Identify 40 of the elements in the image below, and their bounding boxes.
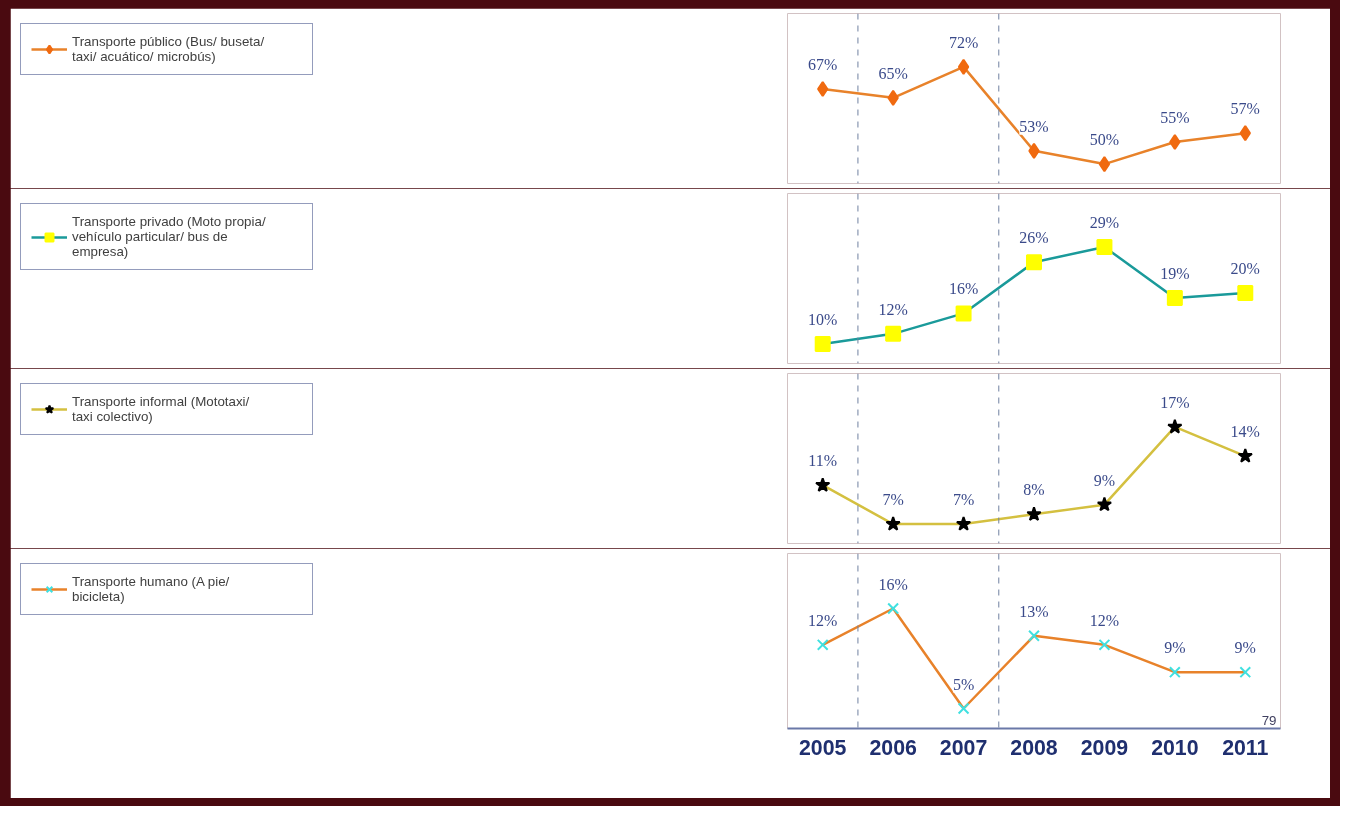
data-label: 11% bbox=[808, 452, 838, 470]
data-label: 17% bbox=[1160, 393, 1190, 411]
legend-label: Transporte público (Bus/ buseta/ taxi/ acuático/ microbús) bbox=[72, 34, 266, 64]
data-label: 12% bbox=[1089, 611, 1120, 629]
data-label: 7% bbox=[882, 491, 904, 509]
data-label: 67% bbox=[808, 56, 838, 74]
data-label: 19% bbox=[1160, 265, 1190, 283]
legend-label: Transporte humano (A pie/ bicicleta) bbox=[72, 574, 231, 604]
data-label: 5% bbox=[952, 675, 975, 693]
data-label: 16% bbox=[878, 575, 908, 593]
data-label: 20% bbox=[1230, 259, 1260, 277]
data-label: 12% bbox=[878, 300, 908, 318]
x-tick-label: 2008 bbox=[1010, 735, 1058, 760]
text: 79 bbox=[1261, 712, 1277, 728]
data-label: 50% bbox=[1089, 131, 1120, 149]
data-label: 53% bbox=[1019, 117, 1049, 135]
data-label: 10% bbox=[808, 311, 838, 329]
data-label: 12% bbox=[808, 611, 838, 629]
x-tick-label: 2006 bbox=[869, 735, 917, 760]
x-tick-label: 2005 bbox=[798, 735, 847, 760]
x-tick-label: 2011 bbox=[1222, 735, 1269, 760]
data-label: 14% bbox=[1230, 423, 1260, 441]
data-label: 7% bbox=[952, 491, 975, 509]
x-tick-label: 2007 bbox=[939, 735, 988, 760]
data-label: 26% bbox=[1019, 229, 1049, 247]
data-label: 8% bbox=[1023, 481, 1045, 499]
legend-label: Transporte informal (Mototaxi/ taxi colectivo) bbox=[72, 394, 251, 424]
x-tick-label: 2009 bbox=[1080, 735, 1129, 760]
data-label: 57% bbox=[1230, 100, 1260, 118]
data-label: 72% bbox=[948, 33, 979, 51]
data-label: 9% bbox=[1234, 639, 1256, 657]
data-label: 9% bbox=[1164, 639, 1186, 657]
x-tick-label: 2010 bbox=[1151, 735, 1199, 760]
data-label: 29% bbox=[1089, 213, 1120, 231]
legend-label: Transporte privado (Moto propia/ vehículo particular/ bus de empresa) bbox=[72, 214, 267, 259]
data-label: 55% bbox=[1160, 108, 1190, 126]
data-label: 9% bbox=[1093, 471, 1116, 489]
data-label: 13% bbox=[1019, 602, 1049, 620]
data-label: 16% bbox=[948, 280, 979, 298]
data-label: 65% bbox=[878, 64, 908, 82]
